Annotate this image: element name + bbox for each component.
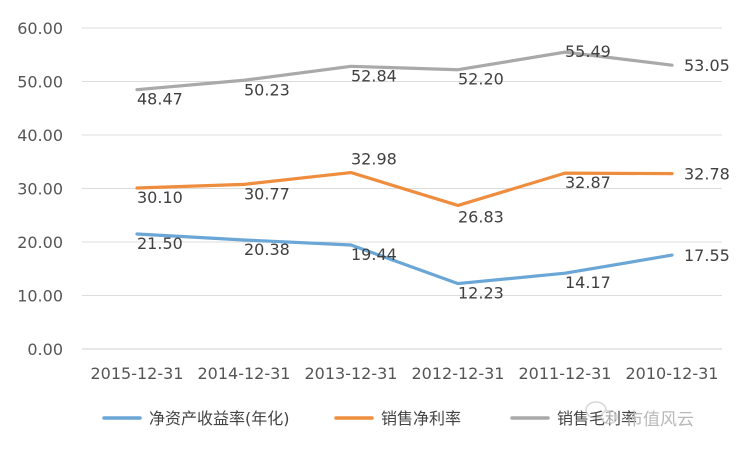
- legend: 净资产收益率(年化) 销售净利率 销售毛利率: [102, 409, 637, 428]
- y-tick-label: 50.00: [17, 73, 63, 92]
- data-label: 52.84: [351, 66, 397, 85]
- x-tick-label: 2015-12-31: [91, 364, 184, 383]
- x-tick-label: 2010-12-31: [626, 364, 719, 383]
- series-lines: [135, 50, 674, 286]
- wechat-icon: [585, 401, 618, 425]
- data-label: 32.78: [684, 165, 730, 184]
- data-label: 53.05: [684, 56, 730, 75]
- data-label: 26.83: [458, 207, 504, 226]
- y-tick-label: 30.00: [17, 180, 63, 199]
- y-tick-label: 60.00: [17, 19, 63, 38]
- y-tick-label: 40.00: [17, 126, 63, 145]
- y-axis-ticks: 0.00 10.00 20.00 30.00 40.00 50.00 60.00: [17, 19, 63, 359]
- data-label: 48.47: [137, 90, 183, 109]
- data-label: 21.50: [137, 234, 183, 253]
- series-line-net-margin: [135, 170, 674, 208]
- data-label: 55.49: [565, 42, 611, 61]
- legend-label: 净资产收益率(年化): [149, 409, 290, 428]
- y-tick-label: 10.00: [17, 287, 63, 306]
- data-label: 32.87: [565, 173, 611, 192]
- y-tick-label: 0.00: [27, 340, 63, 359]
- data-label: 12.23: [458, 284, 504, 303]
- data-label: 19.44: [351, 245, 397, 264]
- y-tick-label: 20.00: [17, 233, 63, 252]
- legend-label: 销售净利率: [381, 409, 461, 428]
- x-tick-label: 2011-12-31: [519, 364, 612, 383]
- data-label: 50.23: [244, 80, 290, 99]
- x-axis-ticks: 2015-12-31 2014-12-31 2013-12-31 2012-12-31…: [91, 364, 719, 383]
- data-label: 32.98: [351, 150, 397, 169]
- data-label: 30.77: [244, 184, 290, 203]
- data-label: 14.17: [565, 273, 611, 292]
- x-tick-label: 2012-12-31: [412, 364, 505, 383]
- data-label: 30.10: [137, 188, 183, 207]
- series-line-roe: [135, 232, 674, 286]
- series-line-gross-margin: [135, 50, 674, 92]
- watermark: 市值风云: [585, 401, 694, 430]
- data-labels: 21.50 20.38 19.44 12.23 14.17 17.55 30.10 30.77…: [137, 42, 730, 302]
- x-tick-label: 2014-12-31: [198, 364, 291, 383]
- watermark-text: 市值风云: [626, 410, 694, 430]
- data-label: 17.55: [684, 246, 730, 265]
- data-label: 20.38: [244, 240, 290, 259]
- data-label: 52.20: [458, 70, 504, 89]
- gridlines: [82, 27, 722, 350]
- x-tick-label: 2013-12-31: [305, 364, 398, 383]
